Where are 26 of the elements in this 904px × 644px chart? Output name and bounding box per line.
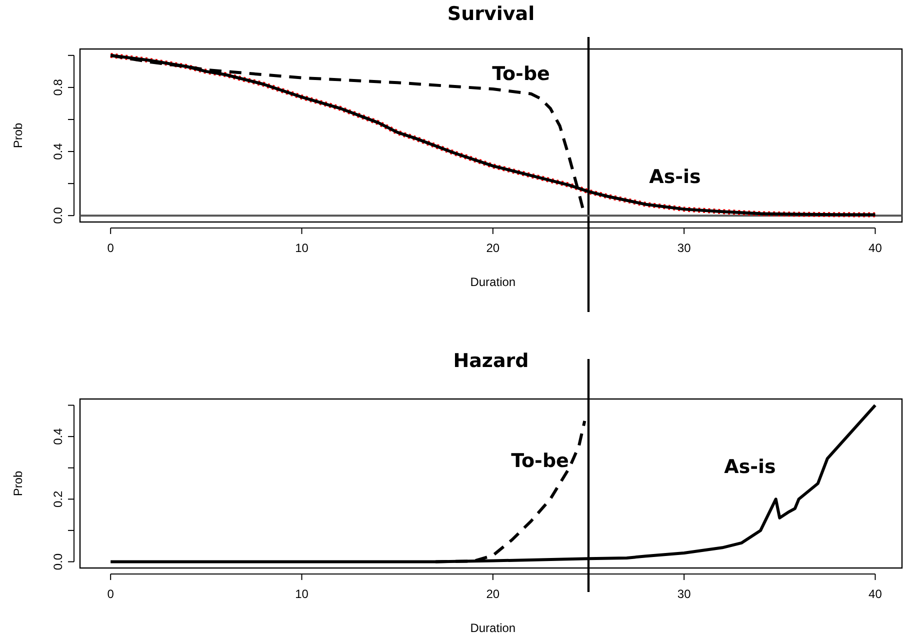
x-tick-label: 40: [868, 587, 882, 601]
x-axis-title: Duration: [470, 275, 516, 289]
y-tick-label: 0.0: [51, 553, 65, 570]
series-label: To-be: [492, 63, 550, 86]
y-tick-label: 0.2: [51, 490, 65, 508]
y-axis-title: Prob: [11, 122, 25, 148]
series-label: As-is: [724, 456, 776, 478]
x-tick-label: 0: [107, 241, 114, 255]
x-axis-title: Duration: [470, 621, 516, 635]
chart-title: Hazard: [453, 350, 529, 372]
x-tick-label: 40: [868, 241, 882, 255]
x-tick-label: 0: [107, 587, 114, 601]
x-tick-label: 10: [295, 241, 309, 255]
x-tick-label: 30: [677, 587, 692, 601]
series-label: As-is: [649, 166, 701, 188]
y-axis-title: Prob: [11, 470, 25, 496]
x-tick-label: 20: [486, 587, 500, 601]
y-tick-label: 0.0: [51, 206, 65, 224]
chart-title: Survival: [447, 3, 535, 25]
x-tick-label: 20: [486, 241, 500, 255]
x-tick-label: 30: [677, 241, 692, 255]
y-tick-label: 0.4: [51, 428, 65, 445]
y-tick-label: 0.8: [51, 78, 65, 96]
series-label: To-be: [511, 450, 569, 472]
y-tick-label: 0.4: [51, 142, 65, 160]
x-tick-label: 10: [295, 587, 309, 601]
